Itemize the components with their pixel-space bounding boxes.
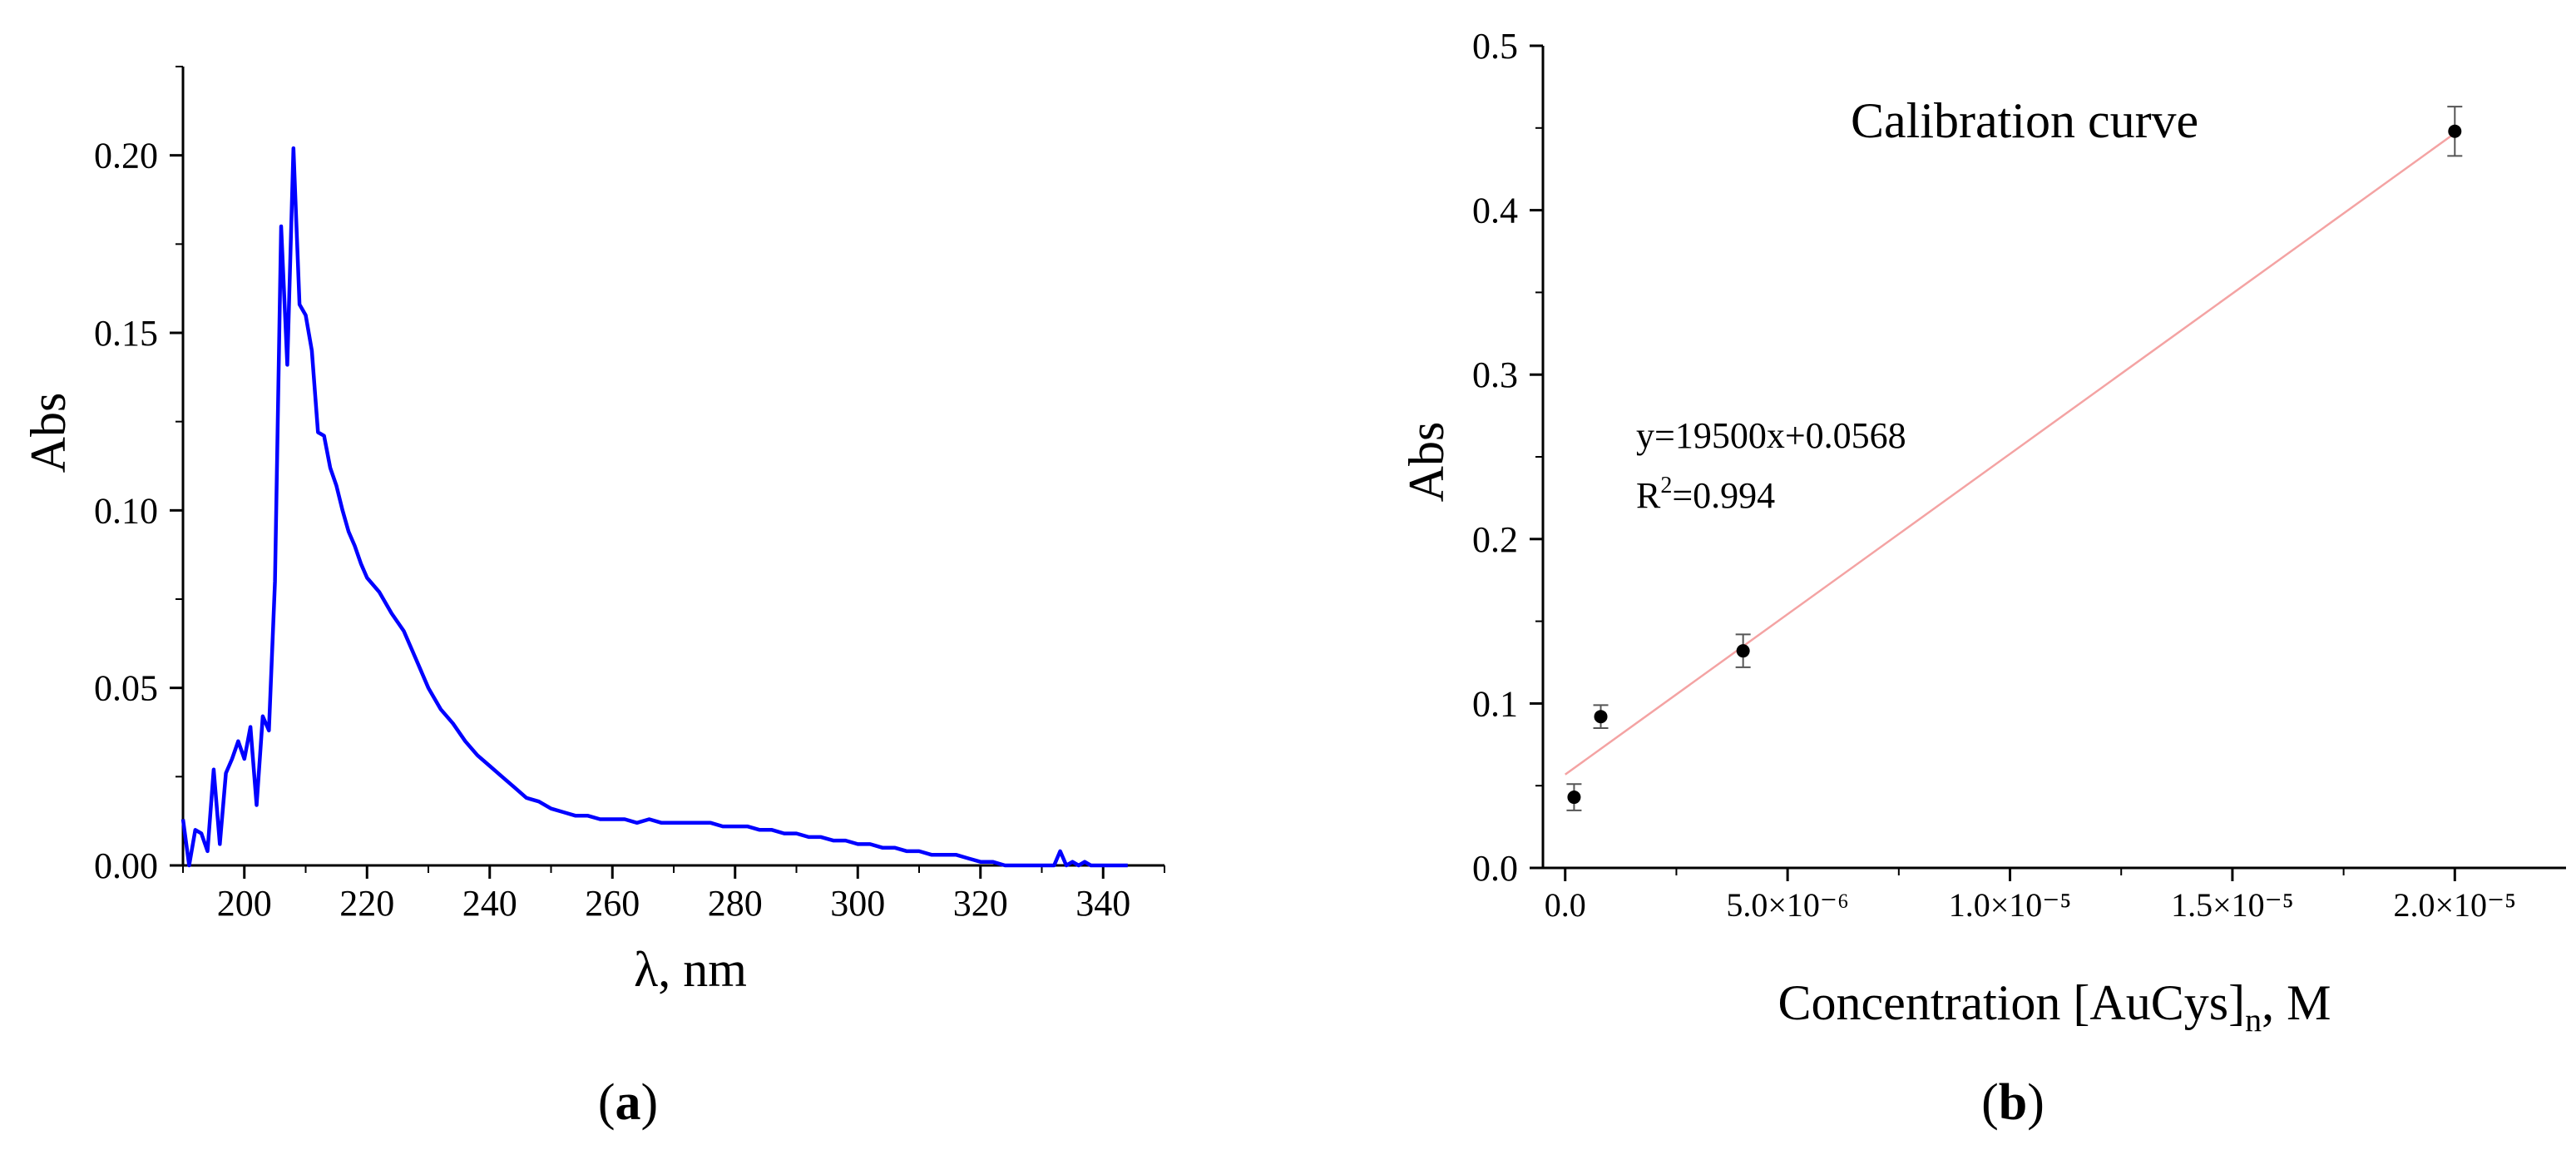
chart-b-data-points [1566,106,2463,811]
chart-b-y-ticks: 0.0 0.1 0.2 0.3 0.4 0.5 [1472,26,1543,889]
chart-a-x-axis-label: λ, nm [634,942,747,997]
chart-a-y-axis-label: Abs [21,393,76,473]
panel-label-a: (a) [598,1074,658,1131]
chart-b-fit-equation: y=19500x+0.0568 [1636,415,1906,456]
chart-b-data-point [1736,644,1750,658]
chart-b-x-tick-label: 5.0×10⁻⁶ [1726,886,1849,924]
chart-a-x-ticks: 200 220 240 260 280 300 320 340 [182,865,1165,924]
chart-b-y-tick-label: 0.1 [1472,683,1518,724]
chart-b-y-tick-label: 0.5 [1472,26,1518,67]
chart-b-title: Calibration curve [1851,93,2198,148]
chart-b-x-ticks: 0.0 5.0×10⁻⁶ 1.0×10⁻⁵ 1.5×10⁻⁵ 2.0×10⁻⁵ [1545,868,2516,924]
chart-a-x-tick-label: 240 [462,883,517,924]
chart-b-y-axis-label: Abs [1399,422,1454,503]
chart-a-y-tick-label: 0.10 [94,490,158,531]
chart-a-x-tick-label: 200 [217,883,272,924]
chart-a-x-tick-label: 260 [585,883,640,924]
chart-a-x-tick-label: 280 [708,883,763,924]
chart-a-x-tick-label: 340 [1075,883,1130,924]
chart-b: 0.0 0.1 0.2 0.3 0.4 0.5 0.0 5.0×10⁻⁶ 1.0×10⁻⁵ 1.… [1399,26,2566,1131]
chart-b-x-tick-label: 1.0×10⁻⁵ [1949,886,2072,924]
chart-a-x-tick-label: 300 [830,883,885,924]
chart-b-data-point [1567,791,1581,805]
chart-b-y-tick-label: 0.0 [1472,848,1518,889]
chart-a-x-tick-label: 220 [339,883,394,924]
chart-b-x-tick-label: 1.5×10⁻⁵ [2171,886,2294,924]
chart-a-series-line [180,146,1128,868]
chart-a-x-tick-label: 320 [953,883,1008,924]
chart-a-y-tick-label: 0.05 [94,668,158,709]
chart-a: 0.00 0.05 0.10 0.15 0.20 200 220 240 260 280 300 3… [21,66,1165,1131]
chart-b-r-squared: R2=0.994 [1636,473,1775,516]
chart-b-y-tick-label: 0.4 [1472,191,1518,231]
chart-b-fit-line [1565,132,2456,776]
chart-a-y-tick-label: 0.00 [94,845,158,886]
chart-b-y-tick-label: 0.3 [1472,354,1518,395]
chart-b-x-tick-label: 0.0 [1545,886,1586,924]
chart-a-y-tick-label: 0.20 [94,136,158,176]
chart-b-y-tick-label: 0.2 [1472,519,1518,560]
chart-b-data-point [2448,124,2462,138]
chart-a-y-ticks: 0.00 0.05 0.10 0.15 0.20 [94,66,183,886]
chart-b-x-tick-label: 2.0×10⁻⁵ [2393,886,2516,924]
chart-a-y-tick-label: 0.15 [94,313,158,354]
panel-label-b: (b) [1981,1074,2044,1131]
chart-b-data-point [1594,710,1608,724]
chart-b-x-axis-label: Concentration [AuCys]n, M [1778,975,2331,1038]
